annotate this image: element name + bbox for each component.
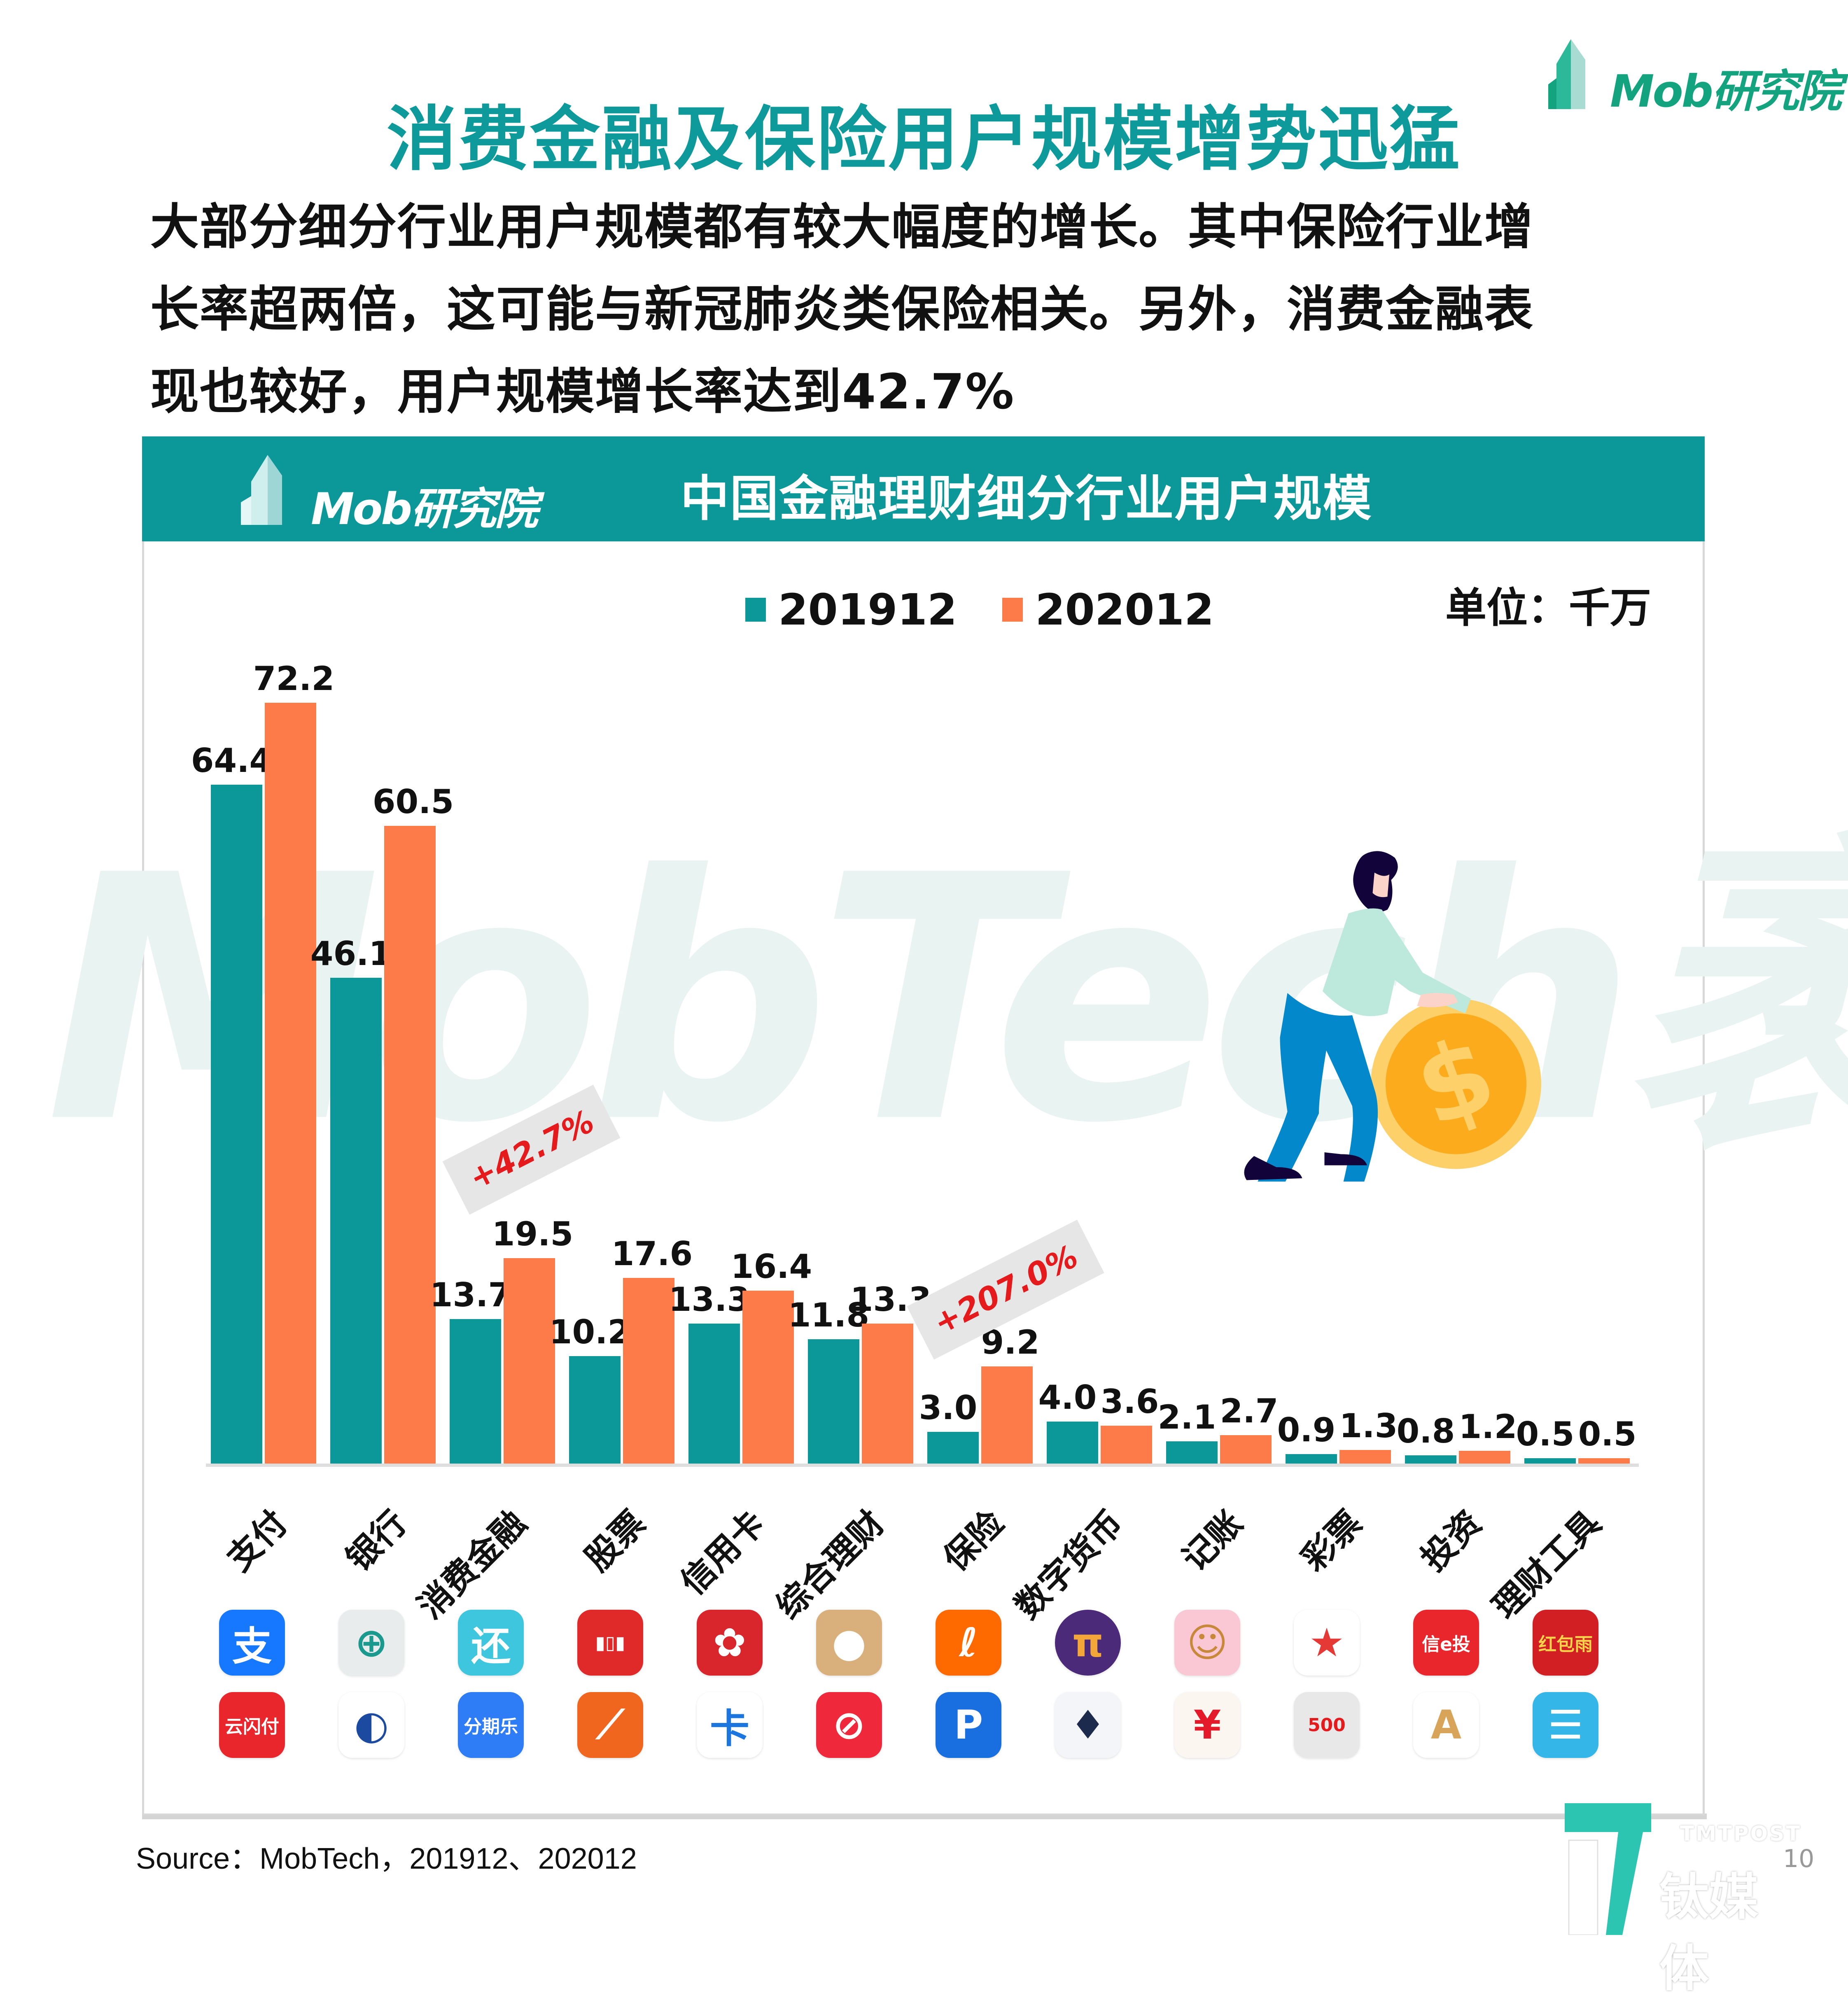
bar-202012-1 <box>384 826 436 1464</box>
bar-value-label: 13.3 <box>668 1280 750 1319</box>
bar-201912-8 <box>1166 1441 1218 1464</box>
bar-202012-9 <box>1339 1450 1391 1464</box>
legend-swatch <box>1002 598 1023 622</box>
bar-value-label: 2.1 <box>1157 1398 1216 1437</box>
invest-a-icon: A <box>1413 1692 1479 1758</box>
card-app-icon: 卡 <box>697 1692 763 1758</box>
building-logo-icon <box>241 455 282 525</box>
bar-value-label: 2.7 <box>1220 1392 1279 1430</box>
bar-202012-4 <box>742 1291 794 1464</box>
page-title: 消费金融及保险用户规模增势迅猛 <box>386 99 1461 180</box>
lottery-star-icon: ★ <box>1294 1610 1360 1676</box>
unionpay-icon: 云闪付 <box>219 1692 285 1758</box>
500-com-icon: 500 <box>1294 1692 1360 1758</box>
tmtpost-watermark-logo: TMTPOST 钛媒体 <box>1561 1803 1800 1998</box>
huanbei-icon: 还 <box>458 1610 524 1676</box>
bank-app-icon: ◐ <box>338 1692 404 1758</box>
tmtpost-t-icon <box>1565 1803 1651 1935</box>
bar-value-label: 13.7 <box>429 1276 511 1315</box>
wealth-cat-icon: ● <box>816 1610 882 1676</box>
building-logo-icon <box>1548 39 1585 109</box>
bar-202012-6 <box>981 1366 1033 1464</box>
legend-item-201912: 201912 <box>745 585 957 635</box>
bar-202012-0 <box>265 702 316 1464</box>
bar-201912-4 <box>688 1323 740 1464</box>
alipay-icon: 支 <box>219 1610 285 1676</box>
bar-value-label: 3.0 <box>919 1389 978 1427</box>
chart-title: 中国金融理财细分行业用户规模 <box>680 470 1372 527</box>
unit-label: 单位：千万 <box>1445 584 1651 632</box>
bar-value-label: 64.4 <box>191 741 273 780</box>
bar-201912-7 <box>1047 1421 1098 1464</box>
bar-value-label: 0.8 <box>1396 1412 1455 1450</box>
bookkeeping-cat-icon: ☺ <box>1174 1610 1240 1676</box>
legend-label: 202012 <box>1035 585 1214 635</box>
bar-chart: 64.4 72.2 支付 46.1 60.5 银行 13.7 19.5 消费金融 10.2 17.6… <box>191 659 1637 1758</box>
bar-201912-3 <box>569 1356 621 1464</box>
bar-202012-7 <box>1101 1425 1152 1464</box>
bank-flower-icon: ✿ <box>697 1610 763 1676</box>
bar-value-label: 11.8 <box>788 1296 870 1334</box>
yen-icon: ¥ <box>1174 1692 1240 1758</box>
bar-201912-11 <box>1524 1458 1576 1464</box>
bar-value-label: 17.6 <box>611 1235 693 1273</box>
legend-swatch <box>745 598 766 622</box>
body-text-line-3: 现也较好，用户规模增长率达到42.7% <box>150 363 1015 420</box>
legend-label: 201912 <box>778 585 957 635</box>
person-pushing-coin-illustration: $ <box>1244 851 1541 1182</box>
tmtpost-cn-text: 钛媒体 <box>1659 1869 1758 1998</box>
eastmoney-icon: ⟋ <box>577 1692 643 1758</box>
fenqile-icon: 分期乐 <box>458 1692 524 1758</box>
bar-201912-1 <box>330 977 382 1464</box>
wealth-ring-icon: ⊘ <box>816 1692 882 1758</box>
bar-202012-2 <box>504 1258 555 1464</box>
bar-202012-8 <box>1220 1435 1272 1464</box>
bar-value-label: 72.2 <box>253 659 335 698</box>
abc-bank-icon: ⊕ <box>338 1610 404 1676</box>
card-logo: Mob研究院 <box>241 453 562 534</box>
pi-coin-icon: π <box>1055 1610 1121 1676</box>
bar-value-label: 4.0 <box>1038 1378 1097 1417</box>
page-number: 10 <box>1783 1844 1815 1873</box>
body-text-line-2: 长率超两倍，这可能与新冠肺炎类保险相关。另外，消费金融表 <box>150 281 1534 338</box>
bar-201912-9 <box>1286 1454 1337 1464</box>
body-text-line-1: 大部分细分行业用户规模都有较大幅度的增长。其中保险行业增 <box>150 198 1534 255</box>
bar-value-label: 3.6 <box>1100 1382 1159 1421</box>
bar-202012-3 <box>623 1278 674 1464</box>
source-note: Source：MobTech，201912、202012 <box>136 1842 637 1875</box>
chart-card-header: Mob研究院 中国金融理财细分行业用户规模 <box>142 436 1705 541</box>
bar-201912-5 <box>808 1339 859 1464</box>
card-logo-text: Mob研究院 <box>311 484 538 534</box>
logo-text: Mob研究院 <box>1610 66 1842 117</box>
citic-icon: 信e投 <box>1413 1610 1479 1676</box>
bar-value-label: 0.9 <box>1277 1410 1336 1449</box>
x-axis-line <box>206 1464 1639 1467</box>
insurance-orange-icon: ℓ <box>936 1610 1001 1676</box>
bar-value-label: 10.2 <box>549 1312 631 1351</box>
bar-202012-10 <box>1459 1451 1510 1464</box>
hongbaoyu-icon: 红包雨 <box>1533 1610 1598 1676</box>
bar-201912-6 <box>927 1432 979 1464</box>
bar-value-label: 1.3 <box>1339 1406 1398 1445</box>
bar-value-label: 1.2 <box>1458 1408 1517 1446</box>
tmtpost-en-text: TMTPOST <box>1680 1822 1802 1846</box>
bar-value-label: 16.4 <box>730 1247 812 1286</box>
finance-tool-icon: ☰ <box>1533 1692 1598 1758</box>
mob-research-logo: Mob研究院 <box>1548 39 1842 117</box>
bar-201912-10 <box>1405 1455 1456 1464</box>
bar-value-label: 0.5 <box>1516 1415 1575 1454</box>
chart-legend: 201912 202012 <box>745 585 1259 635</box>
bar-202012-5 <box>862 1323 913 1464</box>
bar-value-label: 19.5 <box>492 1214 574 1253</box>
insurance-blue-icon: P <box>936 1692 1001 1758</box>
stock-chart-icon: ▮▯▮ <box>577 1610 643 1676</box>
huobi-icon: ♦ <box>1055 1692 1121 1758</box>
bar-value-label: 60.5 <box>372 783 454 821</box>
bar-value-label: 46.1 <box>310 934 392 973</box>
bar-202012-11 <box>1578 1458 1630 1464</box>
legend-item-202012: 202012 <box>1002 585 1214 635</box>
bar-value-label: 0.5 <box>1578 1415 1637 1454</box>
bar-201912-2 <box>450 1319 501 1464</box>
bar-201912-0 <box>211 785 262 1464</box>
